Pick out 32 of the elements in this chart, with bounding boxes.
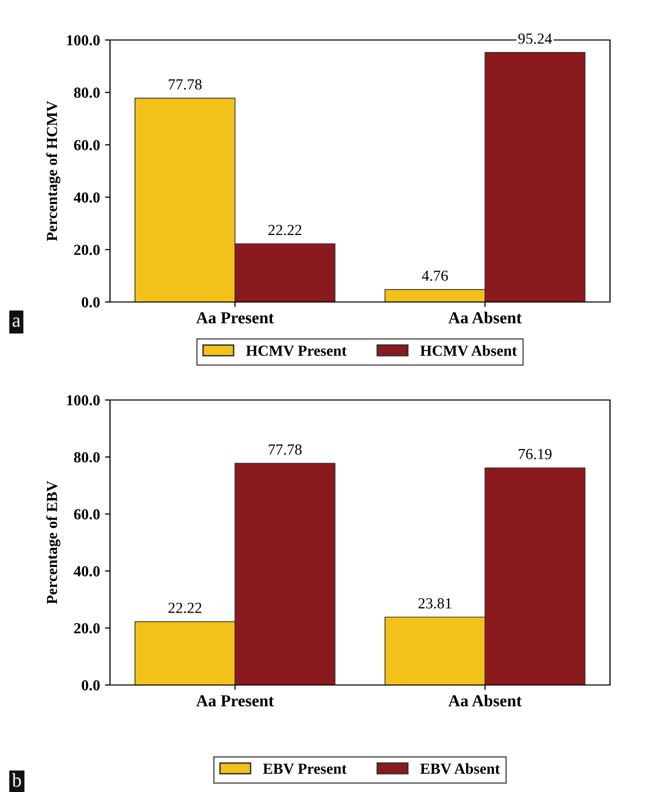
y-tick-label: 60.0 [74,509,100,520]
y-tick-label: 0.0 [82,680,100,691]
y-tick-label: 80.0 [74,452,100,463]
legend-label: EBV Absent [420,763,500,774]
y-tick-label: 40.0 [74,192,100,203]
y-tick-label: 40.0 [74,566,100,577]
y-tick-label: 100.0 [67,35,100,46]
data-label: 4.76 [422,270,448,281]
data-label: 76.19 [518,448,552,460]
y-tick-label: 20.0 [74,623,100,634]
y-tick-label: 80.0 [74,88,100,98]
data-label: 95.24 [518,34,552,44]
y-axis-title: Percentage of EBV [46,480,60,604]
legend-label: HCMV Present [246,346,347,356]
data-label: 77.78 [168,79,202,90]
y-tick-label: 60.0 [74,140,100,150]
x-tick-label: Aa Absent [448,694,522,706]
text: b [12,773,21,787]
x-tick-label: Aa Absent [448,312,522,324]
data-label: 23.81 [418,598,452,609]
text: a [12,318,20,327]
y-tick-label: 0.0 [82,297,100,308]
x-tick-label: Aa Present [196,695,274,706]
y-tick-label: 100.0 [67,395,100,406]
data-label: 22.22 [168,602,202,614]
data-label: 77.78 [268,444,302,455]
x-tick-label: Aa Present [196,312,274,324]
y-tick-label: 20.0 [74,244,100,256]
y-axis-title: Percentage of HCMV [46,100,60,242]
legend-label: HCMV Absent [420,345,517,356]
legend-label: EBV Present [263,764,347,774]
data-label: 22.22 [268,224,302,236]
